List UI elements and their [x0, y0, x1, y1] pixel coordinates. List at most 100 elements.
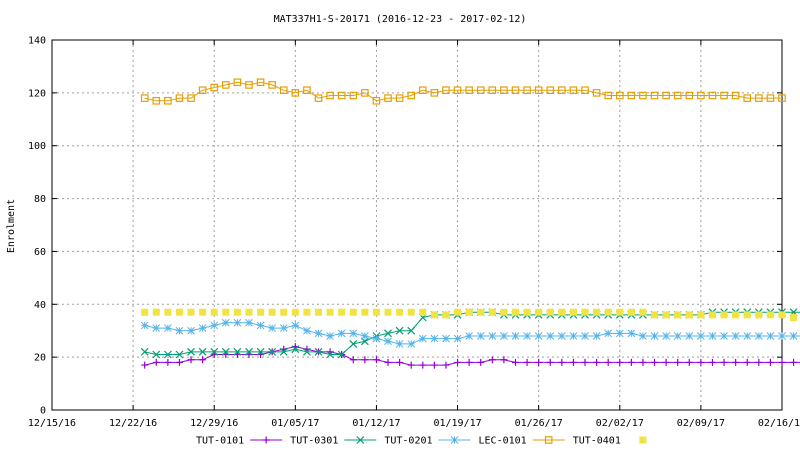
- data-point: [210, 347, 219, 356]
- data-point: [546, 86, 555, 95]
- data-point: [257, 308, 265, 316]
- data-point: [372, 308, 380, 316]
- data-point: [511, 86, 520, 95]
- x-tick-label: 12/29/16: [190, 418, 238, 429]
- data-point: [685, 91, 694, 100]
- data-point: [697, 311, 705, 319]
- data-point: [627, 91, 636, 100]
- data-point: [755, 94, 763, 102]
- data-point: [315, 308, 323, 316]
- data-point: [720, 91, 728, 100]
- data-point: [651, 358, 659, 366]
- data-point: [187, 308, 195, 316]
- data-point: [453, 334, 462, 343]
- data-point: [674, 311, 682, 319]
- x-tick-label: 01/19/17: [433, 418, 481, 429]
- data-point: [140, 94, 149, 102]
- data-point: [164, 96, 172, 105]
- data-point: [627, 329, 636, 338]
- data-point: [442, 361, 450, 369]
- data-point: [280, 308, 288, 316]
- data-point: [604, 91, 612, 100]
- data-point: [511, 358, 519, 366]
- data-point: [140, 347, 149, 356]
- data-point: [732, 311, 740, 319]
- data-point: [627, 358, 635, 366]
- data-point: [222, 81, 230, 89]
- data-point: [164, 358, 172, 366]
- data-point: [662, 358, 670, 366]
- data-point: [395, 326, 404, 335]
- data-point: [593, 308, 601, 316]
- data-point: [198, 324, 207, 332]
- data-point: [430, 334, 439, 343]
- data-point: [349, 356, 357, 364]
- legend-label: TUT-0101: [196, 436, 244, 447]
- data-point: [291, 345, 300, 354]
- data-point: [465, 86, 473, 95]
- data-point: [604, 329, 613, 338]
- data-point: [546, 358, 554, 366]
- data-point: [221, 318, 230, 327]
- data-point: [407, 340, 416, 348]
- series-lec-0101: [140, 78, 786, 105]
- data-point: [592, 89, 601, 97]
- data-point: [534, 86, 543, 95]
- data-point: [616, 358, 624, 366]
- data-point: [593, 358, 601, 366]
- data-point: [488, 356, 496, 364]
- data-point: [430, 361, 438, 369]
- legend-item-lec-0101: LEC-0101: [479, 436, 565, 447]
- data-point: [152, 324, 161, 332]
- data-point: [164, 324, 172, 332]
- data-point: [361, 332, 369, 340]
- x-tick-label: 12/22/16: [109, 418, 157, 429]
- data-point: [465, 358, 473, 366]
- series-tut-0401: [141, 308, 798, 321]
- data-point: [454, 358, 462, 366]
- data-point: [407, 361, 415, 369]
- data-point: [175, 94, 184, 102]
- x-tick-label: 02/02/17: [596, 418, 644, 429]
- data-point: [291, 321, 300, 330]
- y-tick-label: 0: [40, 406, 46, 417]
- data-point: [581, 358, 589, 366]
- data-point: [303, 86, 311, 95]
- data-point: [708, 91, 717, 100]
- data-point: [743, 311, 751, 319]
- data-point: [222, 308, 230, 316]
- data-point: [245, 318, 253, 327]
- data-point: [349, 308, 357, 316]
- data-point: [465, 332, 473, 340]
- data-point: [500, 356, 508, 364]
- data-point: [546, 308, 554, 316]
- data-point: [662, 311, 670, 319]
- data-point: [268, 347, 277, 356]
- data-point: [650, 332, 659, 340]
- data-point: [697, 332, 705, 340]
- data-point: [210, 321, 219, 330]
- data-point: [337, 329, 346, 338]
- data-point: [731, 91, 740, 100]
- data-point: [187, 347, 195, 356]
- data-point: [662, 332, 670, 340]
- chart-title: MAT337H1-S-20171 (2016-12-23 - 2017-02-1…: [274, 14, 527, 25]
- data-point: [778, 332, 786, 340]
- data-point: [488, 86, 497, 95]
- data-point: [535, 358, 543, 366]
- data-point: [465, 308, 473, 316]
- legend-item-tut-0401: TUT-0401: [573, 436, 647, 447]
- data-point: [221, 347, 230, 356]
- data-point: [558, 86, 566, 95]
- data-point: [175, 350, 184, 359]
- data-point: [511, 308, 519, 316]
- data-point: [303, 308, 311, 316]
- data-point: [569, 86, 578, 95]
- data-point: [291, 308, 299, 316]
- data-point: [581, 308, 589, 316]
- data-point: [361, 356, 369, 364]
- data-point: [418, 334, 427, 343]
- x-axis-ticks: 12/15/16 12/22/16 12/29/16 01/05/17 01/12/17…: [28, 40, 800, 429]
- legend-label: TUT-0201: [384, 436, 432, 447]
